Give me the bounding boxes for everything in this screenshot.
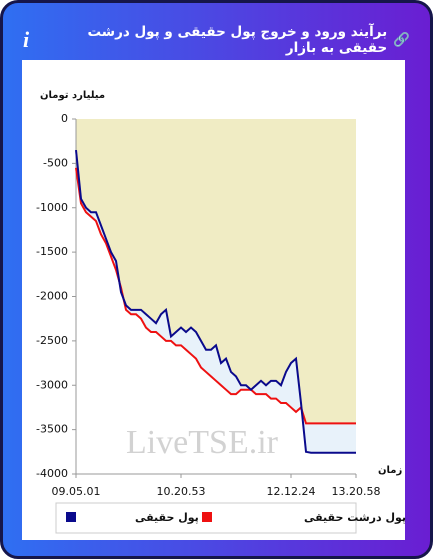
y-tick-label: -2000 [36, 290, 68, 303]
y-tick-label: -500 [43, 156, 68, 169]
x-tick-label: 09.05.01 [52, 485, 101, 498]
y-tick-label: -1000 [36, 201, 68, 214]
y-tick-label: -2500 [36, 334, 68, 347]
header: 🔗 برآیند ورود و خروج پول حقیقی و پول درش… [23, 23, 410, 57]
x-tick-label: 13.20.58 [332, 485, 381, 498]
legend-swatch [202, 512, 212, 522]
header-title: برآیند ورود و خروج پول حقیقی و پول درشت … [87, 24, 388, 56]
y-tick-label: -3000 [36, 378, 68, 391]
legend-label: پول حقیقی [135, 511, 199, 524]
between-fill [76, 150, 356, 453]
y-tick-label: 0 [61, 112, 68, 125]
x-tick-label: 12.12.24 [267, 485, 316, 498]
info-icon[interactable]: i [23, 27, 30, 52]
y-axis-label: میلیارد تومان [40, 90, 105, 101]
y-tick-label: -3500 [36, 423, 68, 436]
link-icon: 🔗 [393, 32, 410, 48]
watermark: LiveTSE.ir [126, 424, 279, 461]
y-tick-label: -1500 [36, 245, 68, 258]
plot-fill [76, 119, 356, 424]
x-axis-label: زمان [378, 465, 402, 476]
y-tick-label: -4000 [36, 467, 68, 480]
series-line [75, 149, 356, 454]
legend-swatch [66, 512, 76, 522]
x-tick-label: 10.20.53 [157, 485, 206, 498]
legend-label: پول درشت حقیقی [304, 511, 406, 524]
